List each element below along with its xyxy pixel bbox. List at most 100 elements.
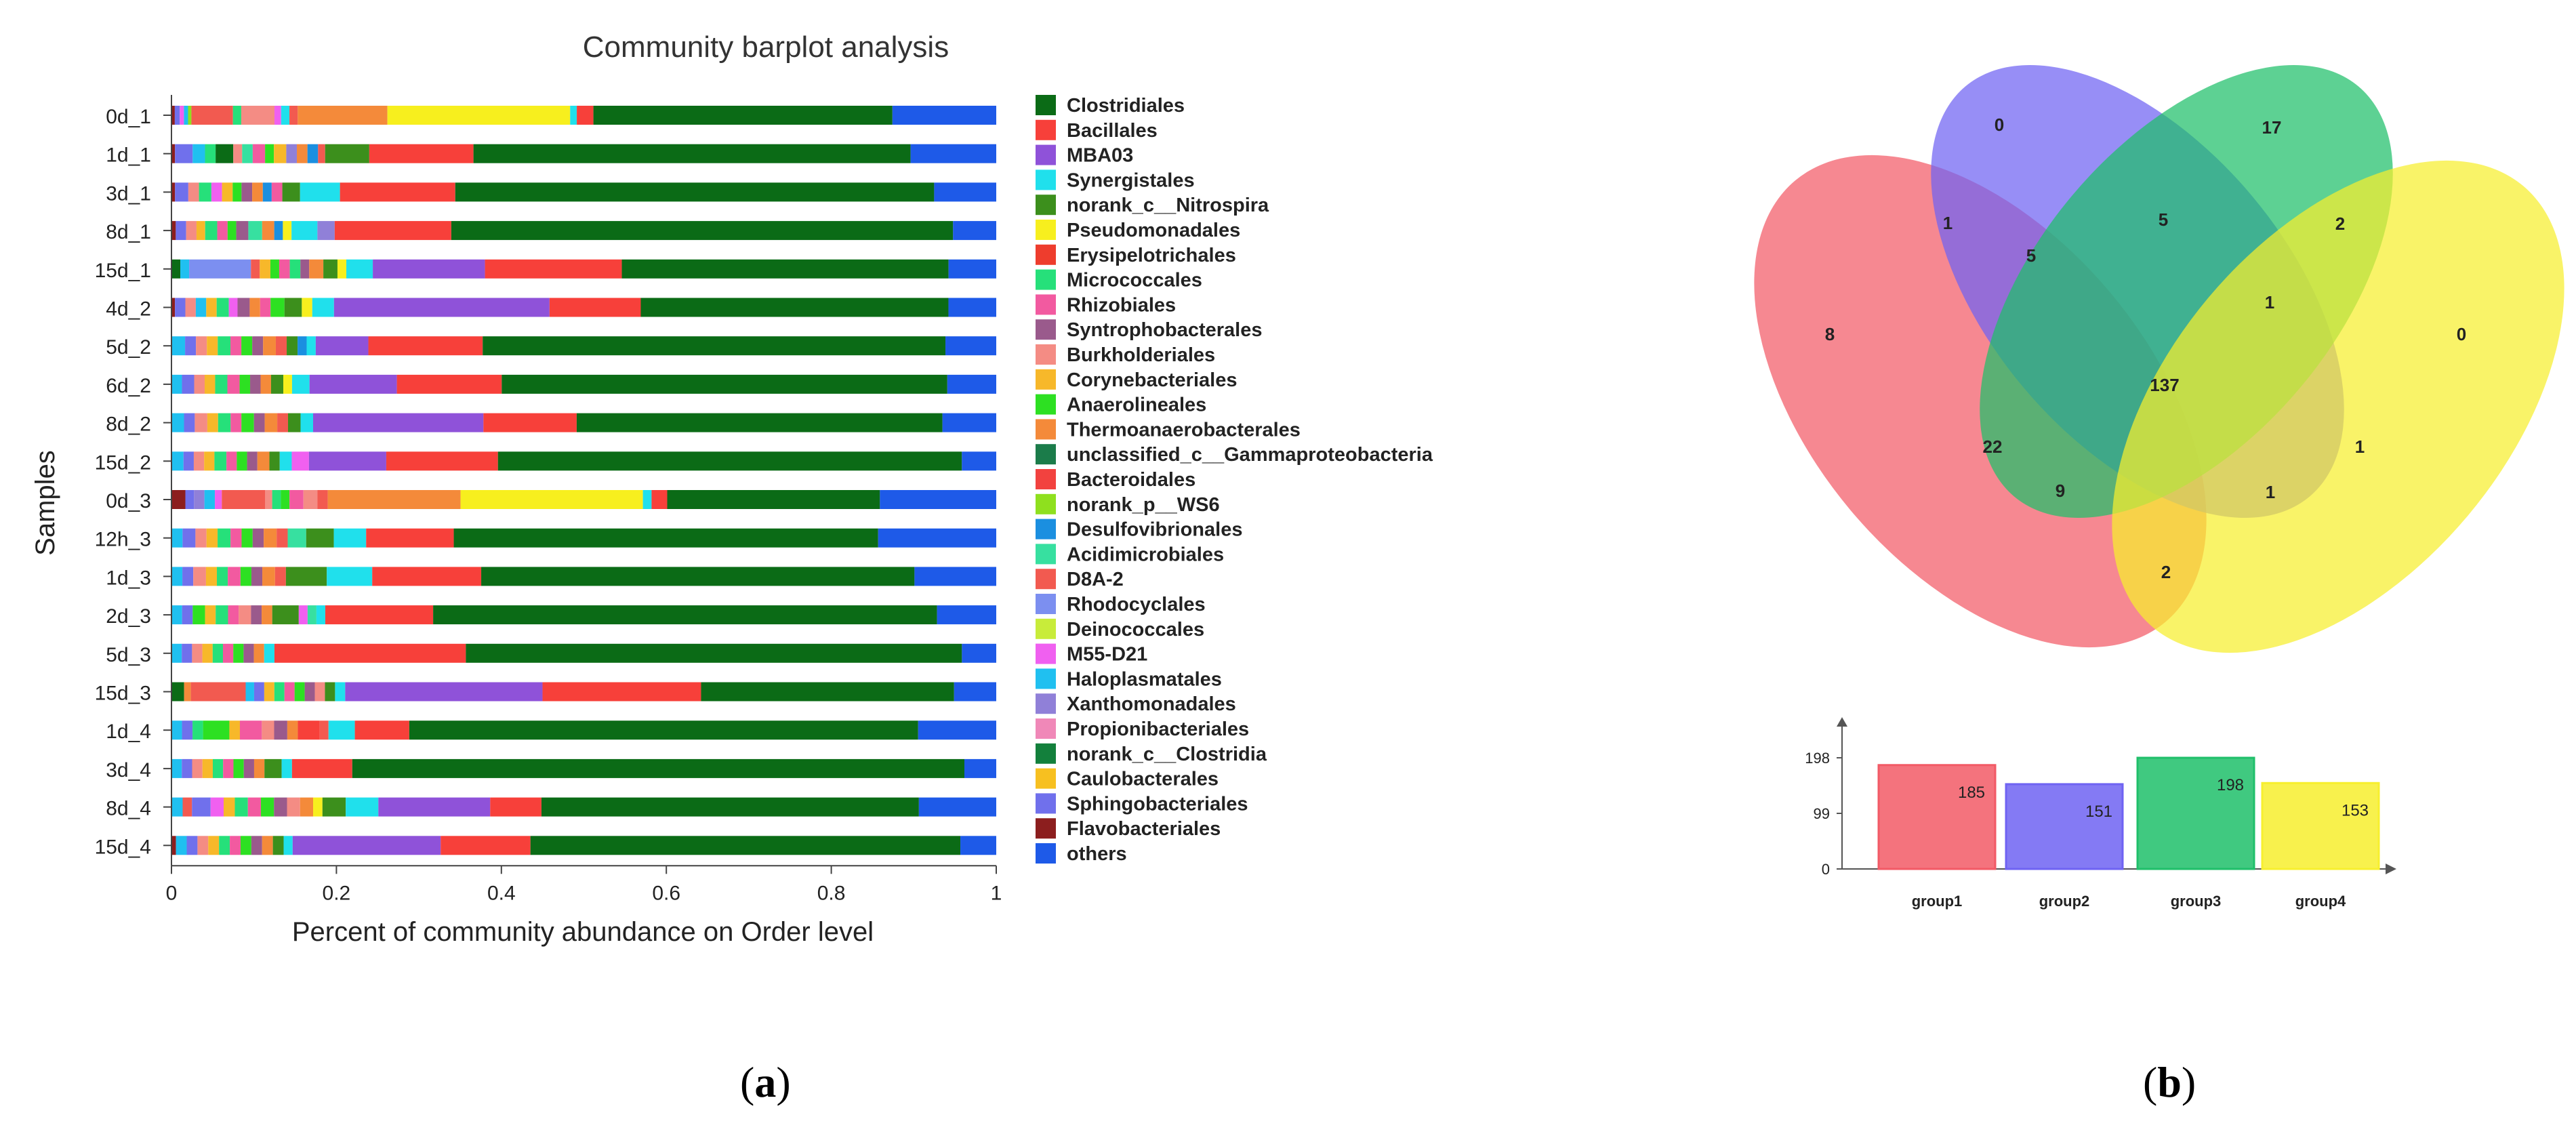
bar-segment <box>270 374 284 394</box>
bar-segment <box>241 106 274 125</box>
y-axis-label: Samples <box>30 450 60 556</box>
bar-segment <box>265 144 274 163</box>
bar-segment <box>270 298 285 317</box>
y-tick-label: 8d_1 <box>106 221 151 243</box>
bar-segment <box>204 451 215 471</box>
bar-segment <box>205 144 216 163</box>
bar-segment <box>314 682 325 702</box>
bar-segment <box>274 221 283 241</box>
bar-segment <box>387 106 571 125</box>
bar-segment <box>228 605 239 625</box>
bar-segment <box>195 298 207 317</box>
bar-segment <box>322 797 346 817</box>
bar-segment <box>945 336 996 356</box>
bar-segment <box>962 643 996 663</box>
bar-segment <box>243 758 254 778</box>
bar-segment <box>485 259 622 279</box>
y-tick-label: 12h_3 <box>95 529 151 551</box>
bar-segment <box>298 336 307 356</box>
bar-segment <box>193 567 206 586</box>
bar-segment <box>334 221 451 241</box>
bar-segment <box>171 259 181 279</box>
bar-segment <box>171 797 183 817</box>
bar-segment <box>261 797 274 817</box>
bar-segment <box>316 605 325 625</box>
y-tick-label: 3d_1 <box>106 182 151 205</box>
bar-segment <box>233 643 244 663</box>
bar-segment <box>171 451 184 471</box>
y-tick-label: 1d_1 <box>106 144 151 167</box>
bar-segment <box>308 451 386 471</box>
x-tick-label: 0.4 <box>487 882 516 904</box>
bar-segment <box>234 797 248 817</box>
bar-segment <box>175 182 188 202</box>
bar-segment <box>373 259 485 279</box>
bar-segment <box>481 567 915 586</box>
bar-segment <box>274 797 287 817</box>
bar-segment <box>216 144 234 163</box>
bar-segment <box>914 567 996 586</box>
y-tick-label: 6d_2 <box>106 375 151 397</box>
bar-segment <box>239 721 262 740</box>
bar-segment <box>180 259 190 279</box>
bar-segment <box>205 567 218 586</box>
bar-segment <box>483 336 946 356</box>
legend-label: Rhodocyclales <box>1067 594 1206 615</box>
bar-segment <box>240 836 251 855</box>
y-tick-label: 1d_3 <box>106 567 151 589</box>
venn-region-count: 22 <box>1983 437 2003 457</box>
legend-label: unclassified_c__Gammaproteobacteria <box>1067 444 1433 466</box>
bar-segment <box>218 528 231 548</box>
legend-label: Pseudomonadales <box>1067 220 1240 241</box>
venn-region-count: 1 <box>2266 482 2275 502</box>
bar-segment <box>193 451 205 471</box>
bar-segment <box>252 528 264 548</box>
bar-segment <box>182 797 192 817</box>
bar-segment <box>441 836 531 855</box>
venn-diagram: 0 17 5 1 2 8 5 1 0 137 22 1 9 1 2 <box>1754 64 2564 653</box>
x-tick-label: 0.8 <box>817 882 846 904</box>
legend-label: Bacillales <box>1067 120 1158 142</box>
bar-segment <box>248 221 262 241</box>
bar-segment <box>239 374 251 394</box>
legend-label: Syntrophobacterales <box>1067 319 1262 341</box>
bar-segment <box>319 721 329 740</box>
bar-segment <box>297 144 308 163</box>
bar-segment <box>182 643 192 663</box>
community-barplot: Community barplot analysis Samples Perce… <box>30 31 1433 947</box>
bar-segment <box>292 836 441 855</box>
bar-segment <box>327 567 373 586</box>
bar-segment <box>249 298 260 317</box>
bar-segment <box>203 721 230 740</box>
bar-segment <box>196 336 207 356</box>
y-tick-label: 2d_3 <box>106 605 151 628</box>
bar-segment <box>313 797 323 817</box>
venn-region-count: 9 <box>2056 481 2065 501</box>
bar-segment <box>409 721 918 740</box>
venn-region-count: 0 <box>2457 324 2466 344</box>
bar <box>2261 782 2380 870</box>
bar-segment <box>240 567 251 586</box>
bar-segment <box>171 836 176 855</box>
bar-segment <box>307 605 316 625</box>
venn-region-count: 137 <box>2150 375 2179 395</box>
bar-segment <box>284 298 302 317</box>
legend-swatch <box>1036 544 1056 565</box>
bar-segment <box>218 336 231 356</box>
bar-segment <box>184 413 195 432</box>
bar-segment <box>224 797 235 817</box>
bar-segment <box>171 682 184 702</box>
x-tick-label: group4 <box>2295 893 2346 910</box>
legend-swatch <box>1036 768 1056 789</box>
bar-segment <box>251 259 260 279</box>
legend-swatch <box>1036 519 1056 540</box>
bar-value-label: 198 <box>2217 776 2244 794</box>
bar-segment <box>199 182 211 202</box>
bar-segment <box>247 797 262 817</box>
venn-set-group3 <box>1980 64 2393 519</box>
bar-segment <box>241 182 253 202</box>
legend-swatch <box>1036 618 1056 639</box>
bar-segment <box>264 682 274 702</box>
bar-segment <box>260 298 271 317</box>
bar-segment <box>302 298 312 317</box>
